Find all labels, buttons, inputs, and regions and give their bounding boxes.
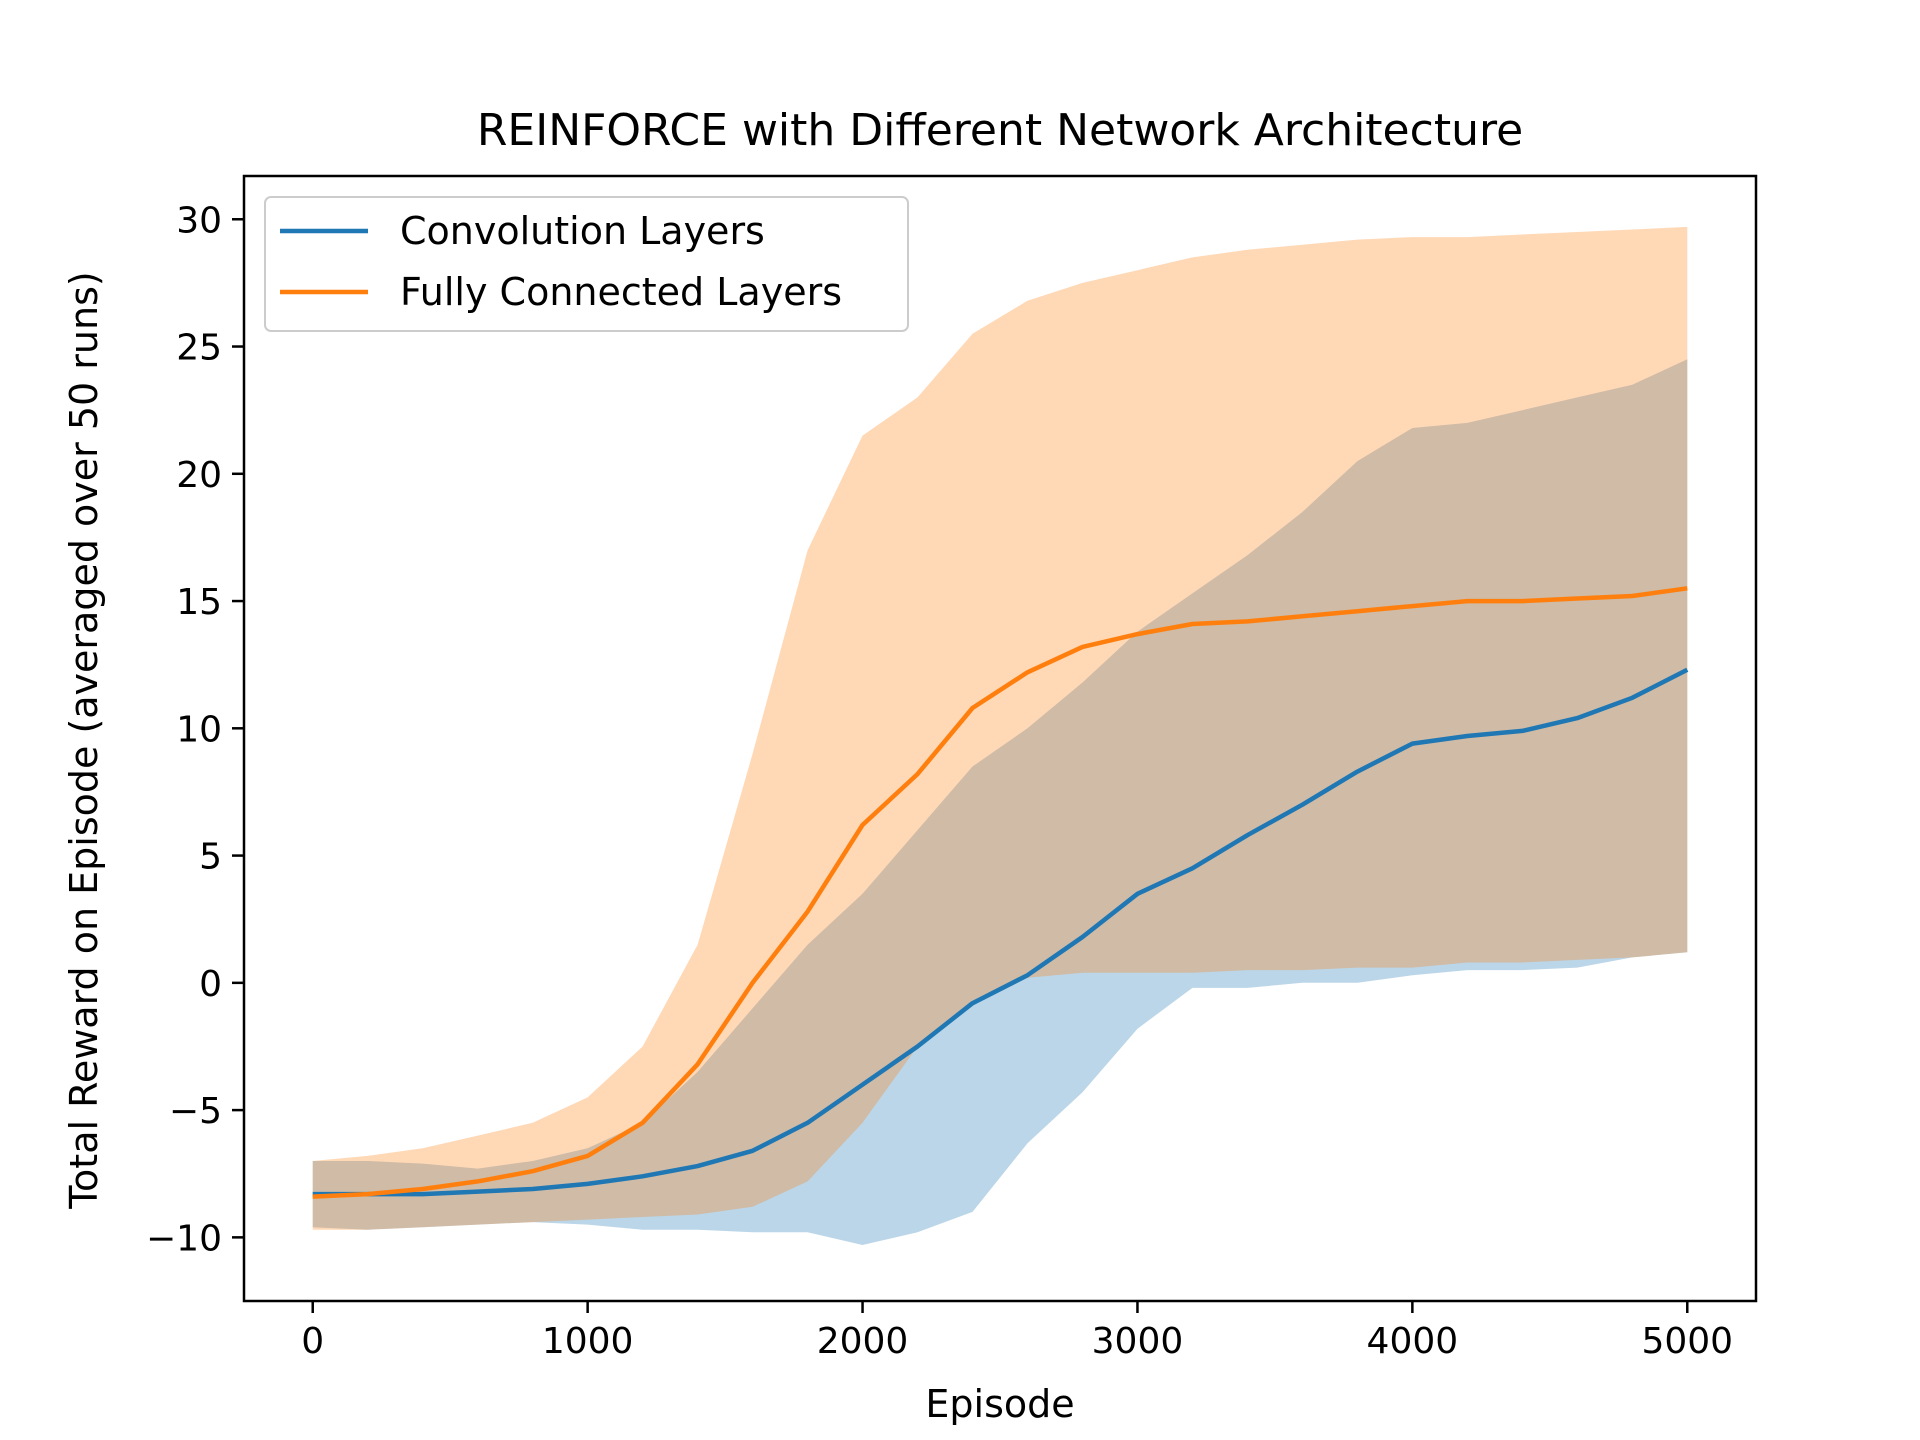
series-lines (312, 586, 1689, 1199)
y-tick-label: 5 (199, 837, 222, 878)
band-convolution (312, 359, 1688, 1245)
chart-title: REINFORCE with Different Network Archite… (477, 105, 1523, 156)
x-tick-label: 4000 (1367, 1321, 1459, 1362)
y-tick-label: 15 (176, 582, 222, 623)
confidence-bands (312, 226, 1688, 1245)
y-axis-ticks: −10 −5 0 5 10 15 20 25 30 (146, 200, 244, 1259)
legend-label-convolution: Convolution Layers (400, 209, 765, 253)
x-axis-label: Episode (925, 1382, 1074, 1426)
band-fully-connected (312, 226, 1688, 1230)
y-tick-label: 20 (176, 455, 222, 496)
x-tick-label: 3000 (1092, 1321, 1184, 1362)
legend: Convolution Layers Fully Connected Layer… (264, 196, 909, 332)
y-axis-label: Total Reward on Episode (averaged over 5… (62, 271, 106, 1209)
plot-frame (242, 174, 1758, 1303)
legend-box (264, 196, 909, 332)
y-tick-label: 0 (199, 964, 222, 1005)
series-line-convolution (312, 667, 1689, 1197)
y-tick-label: 30 (176, 200, 222, 241)
y-tick-label: −10 (146, 1218, 222, 1259)
x-tick-label: 0 (301, 1321, 324, 1362)
x-tick-label: 5000 (1641, 1321, 1733, 1362)
y-tick-label: −5 (169, 1091, 222, 1132)
x-tick-label: 1000 (542, 1321, 634, 1362)
x-tick-label: 2000 (817, 1321, 909, 1362)
y-tick-label: 25 (176, 328, 222, 369)
y-tick-label: 10 (176, 709, 222, 750)
x-axis-ticks: 0 1000 2000 3000 4000 5000 (301, 1301, 1733, 1362)
legend-label-fully-connected: Fully Connected Layers (400, 270, 842, 314)
series-line-fully-connected (312, 586, 1688, 1199)
